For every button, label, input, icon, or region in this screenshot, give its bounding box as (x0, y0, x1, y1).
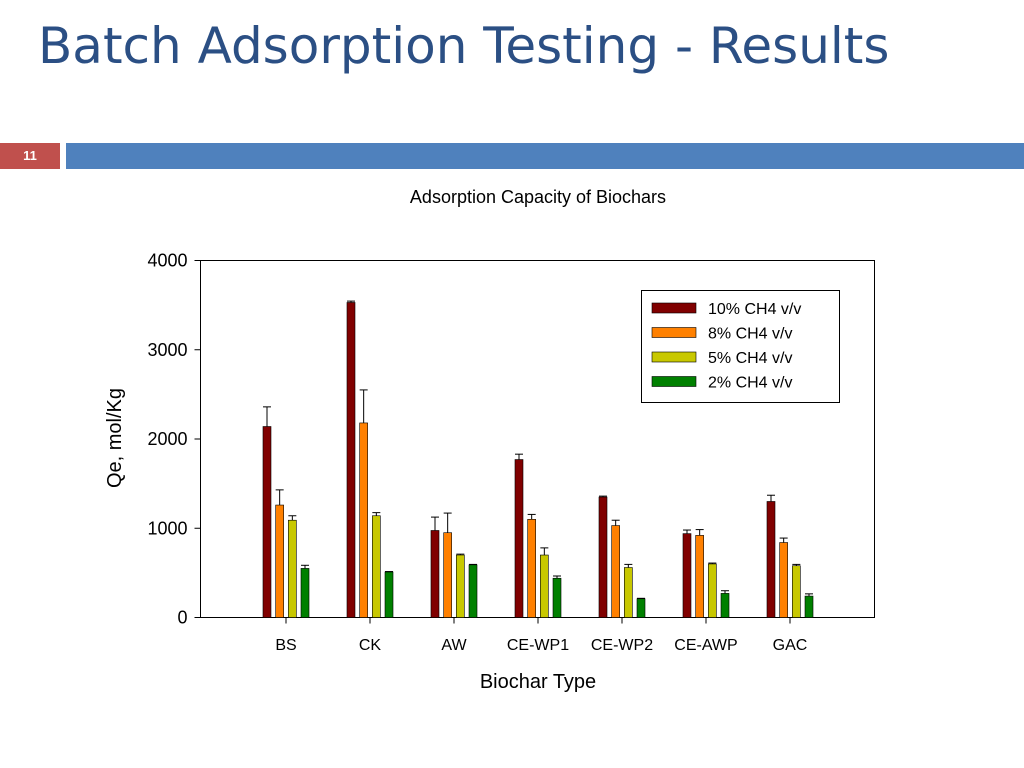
y-tick-label: 2000 (147, 429, 187, 449)
bar (288, 519, 297, 618)
slide-number: 11 (0, 143, 60, 169)
bar (708, 563, 717, 618)
x-tick-label: GAC (773, 637, 808, 654)
bar (792, 565, 801, 618)
bar (300, 568, 310, 618)
bar (804, 595, 814, 618)
bar (430, 530, 440, 618)
legend-label: 8% CH4 v/v (708, 326, 792, 343)
x-tick-label: BS (275, 637, 296, 654)
accent-bar (66, 143, 1024, 169)
bar (624, 567, 633, 618)
bar (695, 535, 704, 618)
x-tick-label: CE-WP2 (591, 637, 653, 654)
x-tick-label: AW (441, 637, 467, 654)
bar (275, 504, 284, 618)
legend: 10% CH4 v/v 8% CH4 v/v 5% CH4 v/v 2% CH4 v/… (641, 290, 840, 403)
bar (443, 532, 452, 618)
bar (682, 533, 692, 618)
bar (514, 459, 524, 618)
y-tick-label: 0 (177, 608, 187, 628)
y-axis: 0 1000 2000 3000 4000 (147, 251, 201, 628)
y-axis-label: Qe, mol/Kg (104, 388, 126, 488)
legend-swatch (651, 376, 697, 387)
y-tick-label: 4000 (147, 251, 187, 271)
legend-label: 2% CH4 v/v (708, 375, 792, 392)
x-tick-label: CK (359, 637, 382, 654)
bar (552, 577, 562, 618)
bar (720, 593, 730, 618)
bar (527, 519, 536, 618)
slide-title: Batch Adsorption Testing - Results (38, 17, 890, 75)
bar (611, 525, 620, 618)
legend-swatch (651, 327, 697, 338)
y-tick-label: 3000 (147, 340, 187, 360)
bar (262, 426, 272, 618)
bar (346, 302, 356, 618)
bar (384, 571, 394, 618)
legend-swatch (651, 302, 697, 314)
x-tick-label: CE-WP1 (507, 637, 569, 654)
bar (456, 554, 465, 618)
bar (359, 422, 368, 618)
bar (540, 554, 549, 618)
legend-label: 5% CH4 v/v (708, 350, 792, 367)
chart-title: Adsorption Capacity of Biochars (410, 187, 666, 207)
bar (372, 515, 381, 618)
bar (779, 542, 788, 618)
legend-swatch (651, 351, 697, 363)
x-tick-label: CE-AWP (674, 637, 737, 654)
x-axis-label: Biochar Type (480, 671, 596, 693)
bar (766, 501, 776, 618)
bar (468, 564, 478, 618)
x-axis: BS CK AW CE-WP1 CE-WP2 CE-AWP GAC (275, 617, 808, 654)
bar (598, 496, 608, 618)
bars-group (262, 300, 814, 618)
y-tick-label: 1000 (147, 518, 187, 538)
legend-label: 10% CH4 v/v (708, 301, 801, 318)
bar (636, 598, 646, 618)
